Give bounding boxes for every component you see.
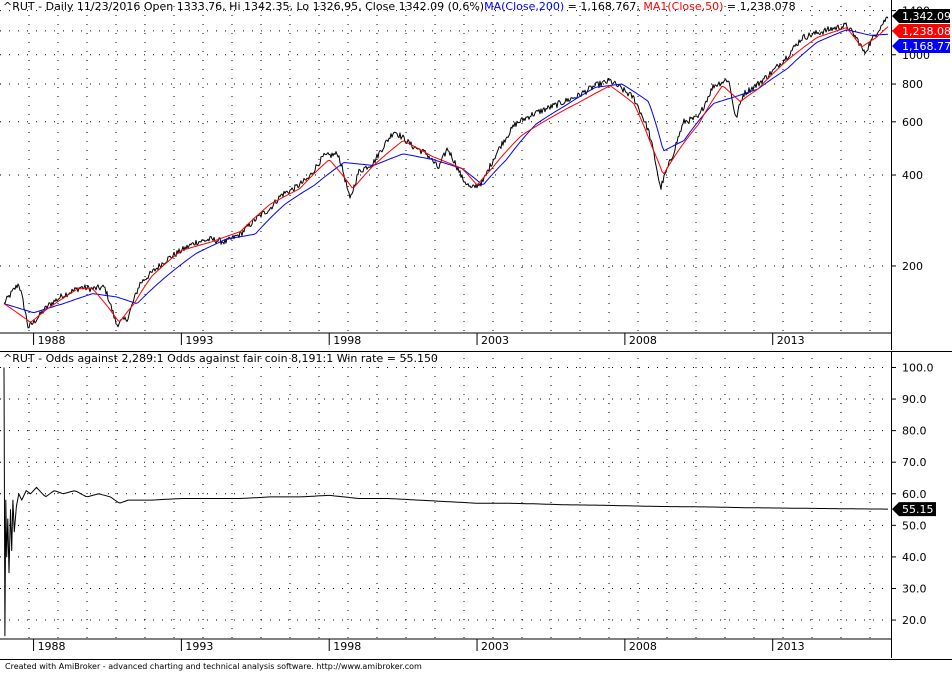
x-tick-label: 2003	[481, 334, 509, 347]
x-tick-label: 1998	[333, 334, 361, 347]
indicator-y-axis-svg: 20.0 30.0 40.0 50.0 60.0 70.0 80.0 90.0 100.0 55.…	[892, 361, 936, 627]
series-line-ma-close-200-	[3, 29, 889, 314]
x-tick-label: 2013	[777, 334, 805, 347]
y-tick-label: 50.0	[902, 519, 927, 532]
price-label-text: 1,342.09	[902, 10, 951, 23]
y-tick-label: 90.0	[902, 393, 927, 406]
ma200-value: = 1,168.767,	[564, 0, 644, 13]
x-axis: 1988 1993 1998 2003 2008 2013	[0, 638, 892, 653]
series-line-win-rate	[3, 367, 888, 637]
y-tick-label: 80.0	[902, 425, 927, 438]
y-tick-label: 40.0	[902, 551, 927, 564]
price-label-box: 1,342.09	[892, 9, 951, 23]
y-tick-label: 100.0	[902, 361, 934, 374]
x-tick-label: 2008	[629, 640, 657, 653]
indicator-chart-svg: 1988 1993 1998 2003 2008 2013	[0, 358, 892, 653]
price-label-text: 1,238.08	[902, 25, 951, 38]
indicator-panel: 1988 1993 1998 2003 2008 2013 ^RUT - Odds aga…	[0, 352, 952, 660]
y-tick-label: 400	[902, 169, 923, 182]
y-tick-label: 800	[902, 78, 923, 91]
x-tick-label: 1988	[38, 640, 66, 653]
price-chart-svg: 1988 1993 1998 2003 2008 2013	[0, 6, 892, 347]
price-y-axis[interactable]: 2004006008001000120014001,342.091,238.08…	[892, 0, 952, 350]
x-tick-label: 1988	[38, 334, 66, 347]
indicator-y-axis[interactable]: 20.0 30.0 40.0 50.0 60.0 70.0 80.0 90.0 100.0 55.…	[892, 352, 952, 658]
price-label-bg	[892, 24, 950, 38]
x-tick-label: 1993	[185, 334, 213, 347]
price-label-bg	[892, 39, 950, 53]
indicator-panel-title: ^RUT - Odds against 2,289:1 Odds against…	[3, 352, 438, 365]
ma200-label: MA(Close,200)	[484, 0, 565, 13]
series-line--rut	[3, 16, 889, 329]
win-rate-value-box: 55.15	[892, 502, 936, 517]
y-tick-label: 30.0	[902, 582, 927, 595]
x-tick-label: 2013	[777, 640, 805, 653]
y-tick-label: 70.0	[902, 456, 927, 469]
grid-vertical	[28, 6, 871, 333]
grid-horizontal	[0, 10, 892, 267]
y-tick-label: 20.0	[902, 614, 927, 627]
price-y-axis-svg: 2004006008001000120014001,342.091,238.08…	[892, 5, 951, 273]
price-label-box: 1,238.08	[892, 24, 951, 38]
y-tick-label: 600	[902, 116, 923, 129]
indicator-plot-area[interactable]: 1988 1993 1998 2003 2008 2013 ^RUT - Odds aga…	[0, 352, 892, 658]
x-tick-label: 1993	[185, 640, 213, 653]
ticker-info: ^RUT - Daily 11/23/2016 Open 1333.76, Hi…	[3, 0, 485, 13]
price-label-text: 1,168.77	[902, 40, 951, 53]
footer-credit: Created with AmiBroker - advanced charti…	[5, 662, 422, 671]
price-plot-area[interactable]: 1988 1993 1998 2003 2008 2013 ^RUT - Daily 11…	[0, 0, 892, 350]
y-tick-label: 60.0	[902, 488, 927, 501]
price-label-box: 1,168.77	[892, 39, 951, 53]
win-rate-label-text: 55.15	[902, 503, 934, 516]
grid-horizontal	[0, 366, 892, 621]
series-line-ma1-close-50-	[3, 26, 889, 323]
price-panel-title: ^RUT - Daily 11/23/2016 Open 1333.76, Hi…	[3, 0, 796, 14]
x-tick-label: 2008	[629, 334, 657, 347]
y-tick-label: 200	[902, 260, 923, 273]
ma50-value: = 1,238.078	[723, 0, 796, 13]
x-tick-label: 2003	[481, 640, 509, 653]
win-rate-label-bg	[892, 502, 936, 517]
x-axis: 1988 1993 1998 2003 2008 2013	[0, 332, 892, 347]
ma50-label: MA1(Close,50)	[643, 0, 724, 13]
price-label-bg	[892, 9, 950, 23]
grid-vertical	[28, 358, 871, 639]
price-panel: 1988 1993 1998 2003 2008 2013 ^RUT - Daily 11…	[0, 0, 952, 352]
x-tick-label: 1998	[333, 640, 361, 653]
